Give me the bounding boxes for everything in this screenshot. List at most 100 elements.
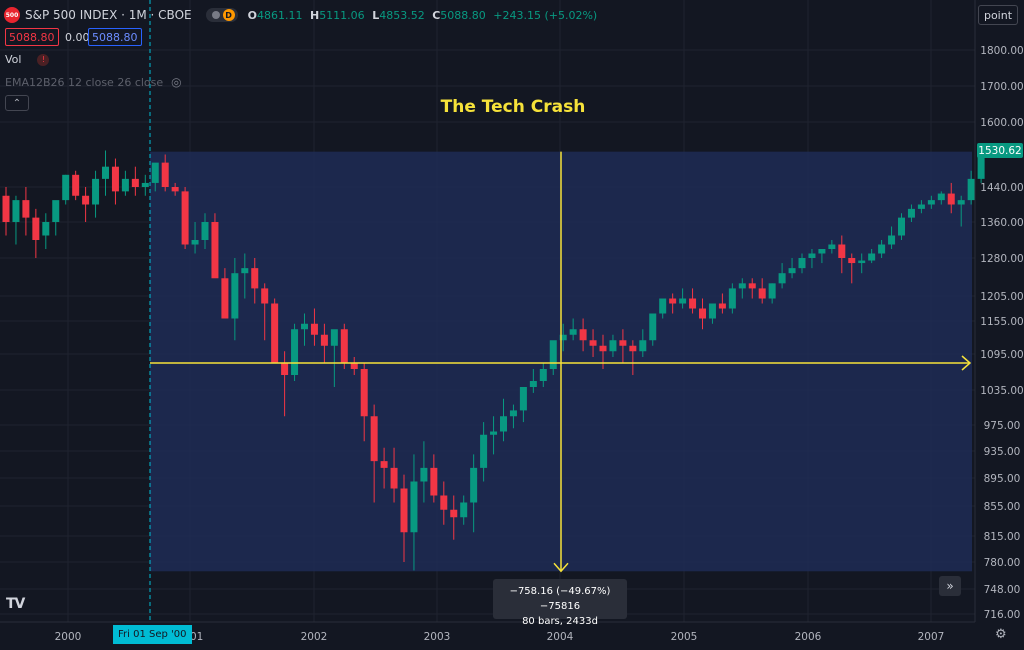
candle-body bbox=[231, 273, 239, 319]
candle-body bbox=[320, 334, 328, 346]
candle bbox=[121, 170, 129, 196]
candle bbox=[629, 340, 637, 375]
candle bbox=[490, 416, 498, 455]
candle-body bbox=[758, 288, 766, 299]
candle-body bbox=[569, 329, 577, 335]
annotation-down-arrowhead bbox=[553, 562, 569, 573]
crosshair-date-label: Fri 01 Sep '00 bbox=[113, 625, 192, 644]
candle bbox=[2, 187, 10, 236]
candle-body bbox=[967, 178, 975, 201]
candle-body bbox=[151, 162, 159, 183]
warning-icon[interactable]: ! bbox=[37, 53, 50, 66]
candle-body bbox=[221, 278, 229, 319]
candle-body bbox=[669, 298, 677, 304]
candle bbox=[898, 213, 905, 240]
collapse-legend-button[interactable]: ⌃ bbox=[5, 95, 29, 111]
candle-body bbox=[937, 193, 945, 201]
candle-body bbox=[410, 481, 418, 533]
candle bbox=[410, 454, 418, 571]
candle-body bbox=[370, 416, 378, 462]
sell-price-box[interactable]: 5088.80 bbox=[5, 28, 59, 46]
time-axis[interactable]: 20002001200220032004200520062007 bbox=[55, 631, 945, 643]
volume-indicator-legend[interactable]: Vol ! bbox=[5, 53, 50, 66]
time-tick-label: 2002 bbox=[301, 631, 328, 643]
price-tick-label: 1700.00 bbox=[980, 81, 1023, 93]
candle bbox=[460, 495, 468, 525]
candle bbox=[221, 268, 229, 319]
candle-body bbox=[161, 162, 169, 187]
candle-body bbox=[639, 340, 647, 352]
candle bbox=[609, 334, 617, 357]
candle bbox=[927, 195, 935, 209]
candle bbox=[301, 313, 308, 346]
candle bbox=[201, 213, 209, 249]
candle bbox=[768, 283, 776, 304]
candle bbox=[718, 293, 726, 314]
volume-label: Vol bbox=[5, 53, 22, 66]
candle-body bbox=[917, 204, 925, 209]
measurement-tooltip: −758.16 (−49.67%) −75816 80 bars, 2433d bbox=[493, 579, 627, 627]
candle bbox=[619, 329, 627, 363]
buy-price-box[interactable]: 5088.80 bbox=[88, 28, 142, 46]
candle-body bbox=[460, 502, 468, 518]
candle-body bbox=[490, 431, 498, 435]
candle bbox=[261, 283, 269, 341]
candle bbox=[529, 369, 537, 393]
candle bbox=[699, 298, 706, 330]
candle-body bbox=[201, 222, 209, 240]
candle-body bbox=[52, 200, 60, 222]
symbol-title[interactable]: S&P 500 INDEX · 1M · CBOE bbox=[25, 8, 192, 22]
candle bbox=[470, 454, 478, 533]
candle-body bbox=[380, 461, 388, 468]
candle-body bbox=[251, 268, 259, 289]
candle bbox=[868, 249, 876, 264]
candle bbox=[420, 441, 428, 503]
candle-body bbox=[878, 244, 886, 254]
candle bbox=[72, 170, 80, 201]
ohlc-readout: O4861.11 H5111.06 L4853.52 C5088.80 +243… bbox=[247, 8, 598, 22]
candle-body bbox=[310, 323, 318, 335]
candle-body bbox=[977, 150, 985, 179]
sp500-logo: 500 bbox=[4, 7, 20, 23]
last-price-marker: 1530.62 bbox=[977, 143, 1023, 158]
candle bbox=[211, 213, 219, 279]
candle bbox=[967, 170, 975, 205]
candle bbox=[659, 298, 667, 319]
price-tick-label: 1600.00 bbox=[980, 117, 1023, 129]
gear-icon[interactable]: ⚙ bbox=[995, 627, 1007, 642]
candle bbox=[12, 195, 20, 245]
scale-mode-button[interactable]: point bbox=[978, 5, 1018, 25]
candle bbox=[639, 329, 647, 357]
candle-body bbox=[82, 195, 90, 205]
candle-body bbox=[788, 268, 796, 274]
market-status-dot-icon bbox=[211, 11, 220, 19]
candle-body bbox=[330, 329, 338, 346]
candle bbox=[738, 278, 746, 299]
candle bbox=[559, 323, 567, 352]
candle-body bbox=[868, 253, 876, 261]
tradingview-logo-icon[interactable]: TV bbox=[6, 596, 25, 612]
candle-body bbox=[589, 340, 597, 346]
scroll-to-latest-button[interactable]: » bbox=[939, 576, 961, 596]
candle bbox=[589, 329, 597, 357]
price-tick-label: 935.00 bbox=[984, 446, 1021, 458]
candle-body bbox=[659, 298, 667, 314]
candle bbox=[858, 253, 866, 274]
ema-label: EMA12B26 12 close 26 close bbox=[5, 75, 164, 89]
candle-body bbox=[818, 249, 826, 254]
status-pill[interactable]: D bbox=[205, 8, 238, 22]
candle-body bbox=[291, 329, 299, 375]
candle-body bbox=[599, 345, 607, 352]
ema-indicator-legend[interactable]: EMA12B26 12 close 26 close ◎ bbox=[5, 75, 182, 89]
spread-value: 0.00 bbox=[65, 30, 90, 44]
price-axis[interactable]: 1800.00 1700.00 1600.00 1440.00 1360.00 1280.… bbox=[980, 45, 1023, 621]
eye-hidden-icon[interactable]: ◎ bbox=[171, 75, 182, 89]
price-tick-label: 780.00 bbox=[984, 557, 1021, 569]
candle-body bbox=[22, 200, 30, 218]
candle-body bbox=[718, 303, 726, 309]
candle bbox=[937, 191, 945, 205]
candle bbox=[818, 249, 826, 264]
candle-body bbox=[500, 416, 507, 432]
candle-body bbox=[808, 253, 816, 258]
